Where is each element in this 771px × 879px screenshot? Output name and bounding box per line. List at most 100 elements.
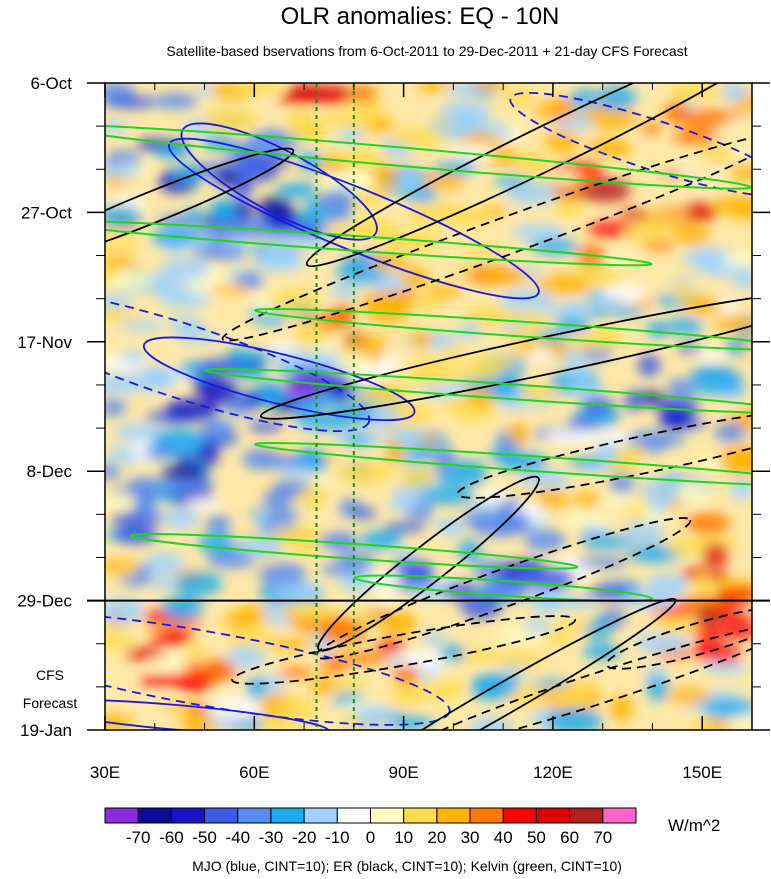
- anomaly-blob: [457, 539, 482, 563]
- anomaly-blob: [514, 150, 547, 176]
- anomaly-blob: [353, 336, 390, 348]
- anomaly-blob: [160, 464, 207, 481]
- anomaly-blob: [587, 306, 610, 318]
- chart-title: OLR anomalies: EQ - 10N: [281, 3, 560, 30]
- anomaly-blob: [519, 470, 571, 489]
- anomaly-blob: [461, 131, 501, 146]
- x-tick-label: 30E: [90, 763, 120, 782]
- anomaly-blob: [554, 194, 583, 219]
- anomaly-blob: [400, 468, 430, 489]
- anomaly-blob: [692, 146, 740, 161]
- colorbar-swatch: [270, 807, 305, 824]
- anomaly-blob: [547, 707, 603, 730]
- x-tick-label: 90E: [388, 763, 418, 782]
- anomaly-blob: [659, 408, 693, 429]
- anomaly-blob: [677, 480, 713, 505]
- anomaly-blob: [607, 306, 646, 317]
- anomaly-blob: [110, 511, 164, 525]
- anomaly-blob: [245, 678, 267, 700]
- anomaly-blob: [124, 647, 166, 660]
- anomaly-blob: [318, 619, 367, 644]
- plot-frame: [104, 82, 753, 731]
- colorbar-level-label: -70: [126, 828, 151, 847]
- colorbar-swatch: [237, 807, 272, 824]
- anomaly-blob: [200, 378, 239, 405]
- anomaly-blob: [692, 350, 728, 361]
- anomaly-blob: [105, 255, 138, 268]
- anomaly-blob: [105, 307, 141, 322]
- colorbar-level-label: -20: [292, 828, 317, 847]
- colorbar-level-label: -50: [192, 828, 217, 847]
- anomaly-blob: [150, 577, 182, 590]
- x-tick-label: 120E: [533, 763, 573, 782]
- anomaly-blob: [493, 176, 529, 187]
- er-contour: [605, 605, 752, 670]
- anomaly-blob: [701, 699, 752, 717]
- anomaly-blob: [442, 206, 492, 226]
- anomaly-blob: [536, 274, 592, 296]
- colorbar-swatch: [502, 807, 537, 824]
- anomaly-blob: [590, 269, 629, 281]
- colorbar-swatch: [104, 807, 139, 824]
- anomaly-blob: [318, 112, 375, 131]
- anomaly-blob: [434, 466, 489, 486]
- anomaly-blob: [615, 444, 647, 460]
- anomaly-blob: [471, 511, 526, 538]
- anomaly-blob: [338, 461, 394, 484]
- er-contour: [221, 132, 752, 342]
- anomaly-blob: [143, 552, 184, 575]
- anomaly-blob: [598, 495, 634, 506]
- anomaly-blob: [542, 630, 574, 648]
- anomaly-blob: [109, 271, 156, 291]
- anomaly-blob: [134, 494, 157, 515]
- anomaly-blob: [227, 624, 275, 649]
- anomaly-blob: [733, 584, 752, 596]
- anomaly-blob: [397, 172, 422, 192]
- anomaly-blob: [184, 644, 208, 660]
- anomaly-blob: [663, 102, 686, 124]
- anomaly-blob: [260, 455, 308, 469]
- anomaly-blob: [724, 339, 747, 356]
- anomaly-blob: [369, 406, 399, 429]
- anomaly-blob: [279, 667, 313, 679]
- anomaly-blob: [319, 563, 366, 576]
- anomaly-blob: [609, 695, 634, 722]
- colorbar-swatch: [370, 807, 405, 824]
- anomaly-blob: [624, 520, 664, 544]
- anomaly-blob: [408, 363, 459, 390]
- chart-subtitle: Satellite-based bservations from 6-Oct-2…: [166, 43, 687, 59]
- anomaly-blob: [608, 456, 638, 476]
- anomaly-blob: [442, 581, 478, 601]
- x-tick-label: 150E: [682, 763, 722, 782]
- anomaly-blob: [690, 625, 736, 639]
- mjo-contour: [105, 288, 371, 433]
- anomaly-blob: [702, 660, 747, 675]
- kelvin-contour: [253, 308, 752, 351]
- anomaly-blob: [495, 651, 547, 668]
- anomaly-blob: [480, 268, 530, 286]
- anomaly-blob: [161, 506, 200, 530]
- colorbar-level-label: -60: [159, 828, 184, 847]
- anomaly-blob: [462, 245, 504, 257]
- er-contour: [305, 83, 752, 268]
- anomaly-blob: [105, 597, 145, 623]
- anomaly-blob: [376, 591, 402, 605]
- plot-area: [105, 83, 752, 730]
- anomaly-blob: [105, 164, 139, 178]
- anomaly-blob: [262, 488, 293, 509]
- anomaly-blob: [702, 543, 730, 565]
- anomaly-blob: [648, 495, 669, 514]
- anomaly-blob: [369, 166, 403, 190]
- anomaly-blob: [387, 499, 421, 512]
- er-contour: [259, 288, 752, 420]
- colorbar-level-label: -30: [259, 828, 284, 847]
- anomaly-blob: [258, 562, 307, 586]
- anomaly-blob: [722, 252, 752, 268]
- anomaly-blob: [172, 165, 204, 183]
- anomaly-blob: [108, 566, 133, 578]
- kelvin-contour: [353, 574, 654, 603]
- anomaly-blob: [625, 222, 667, 243]
- anomaly-blob: [669, 317, 703, 335]
- anomaly-blob: [363, 530, 403, 542]
